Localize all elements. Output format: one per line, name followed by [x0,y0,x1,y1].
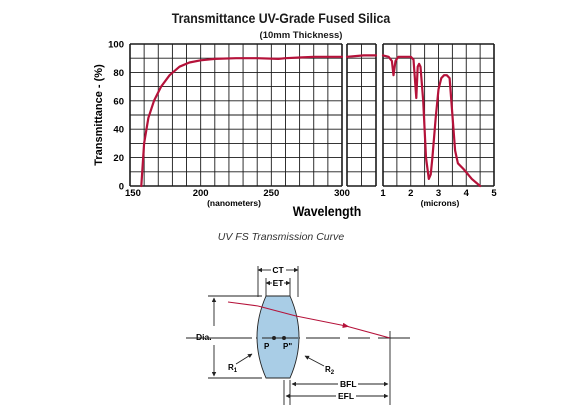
x-unit-label: (nanometers) [207,198,261,208]
dia-label: Dia. [196,332,212,342]
transmittance-curve [381,54,482,188]
x-axis-label: Wavelength [293,203,362,219]
transmittance-curve [140,55,344,188]
r2-arrow [304,355,325,367]
x-tick-label: 200 [193,188,209,199]
bfl-label: BFL [340,379,357,389]
ray-through-lens [257,305,297,317]
ray-incoming [227,301,259,307]
y-tick-label: 80 [113,68,124,79]
transmittance-chart: 0 20 40 60 80 100 Transmittance - (%) 150 200 250… [93,40,497,220]
x-tick-label: 5 [491,188,497,199]
chart-title: Transmittance UV-Grade Fused Silica [171,10,391,26]
y-axis-label: Transmittance - (%) [93,64,105,166]
y-tick-label: 60 [113,96,124,107]
x-tick-label: 250 [263,188,279,199]
efl-label: EFL [338,391,354,401]
chart-caption: UV FS Transmission Curve [217,231,345,243]
x-tick-label: 2 [408,188,413,199]
principal-point-p [272,336,276,340]
lens-body [256,295,300,379]
p-label: P [264,342,270,351]
chart-subtitle: (10mm Thickness) [259,30,343,41]
x-unit-label: (microns) [421,198,460,208]
y-tick-label: 40 [113,125,124,136]
x-tick-label: 1 [380,188,386,199]
et-label: ET [273,278,285,288]
transmittance-curve [345,54,378,58]
p-prime-label: P" [283,342,292,351]
principal-point-p-prime [282,336,286,340]
r2-label: R2 [325,365,335,376]
x-tick-label: 4 [464,188,470,199]
y-tick-label: 100 [108,40,124,51]
y-tick-label: 20 [113,153,124,164]
ct-label: CT [272,265,284,275]
ray-outgoing-arrow [295,315,350,328]
x-tick-label: 300 [334,188,350,199]
r1-label: R1 [228,363,238,374]
r1-arrow [235,353,253,365]
x-tick-label: 3 [436,188,441,199]
y-tick-label: 0 [119,182,124,193]
x-tick-label: 150 [125,188,141,199]
ray-to-focus [345,325,391,339]
